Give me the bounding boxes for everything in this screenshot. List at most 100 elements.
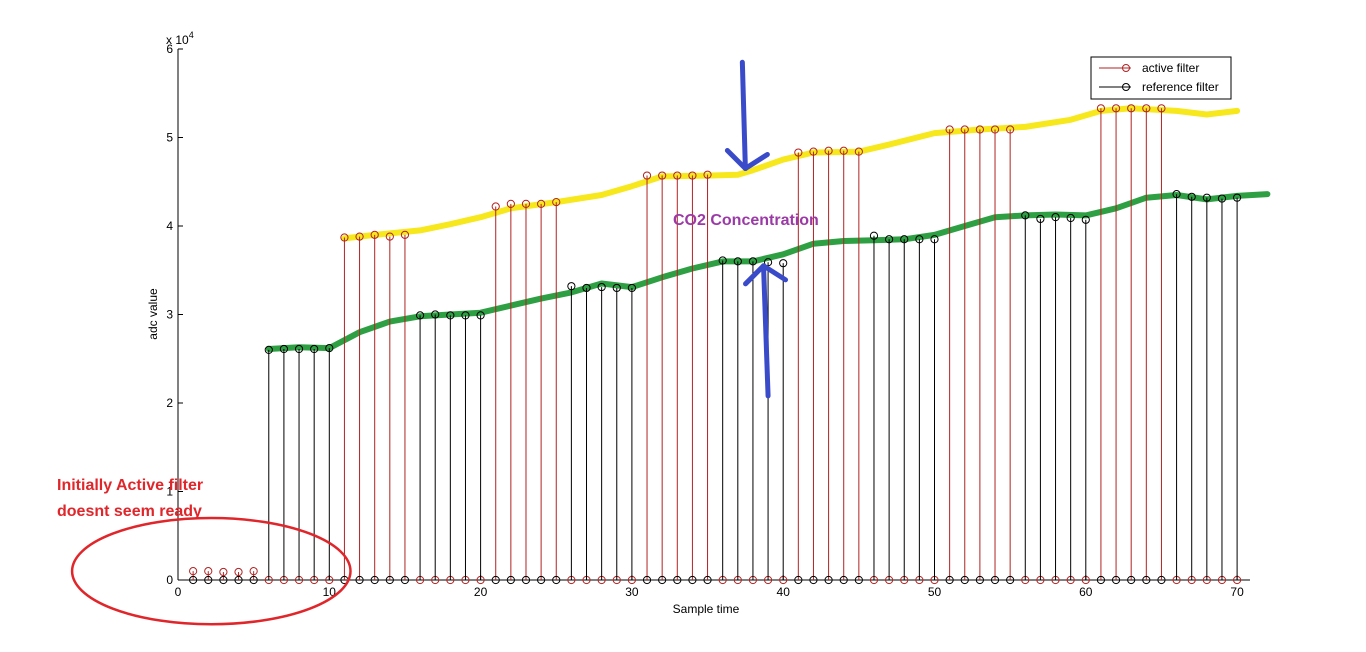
stem-marker xyxy=(945,575,954,585)
stem-marker xyxy=(975,125,984,134)
stem-marker xyxy=(703,575,712,585)
stem-marker xyxy=(748,257,758,266)
stem-marker xyxy=(400,230,410,239)
stem-marker xyxy=(627,283,637,293)
y-tick-label: 0 xyxy=(166,573,173,587)
x-tick-label: 60 xyxy=(1079,585,1093,599)
stem-marker xyxy=(612,283,621,293)
stem-marker xyxy=(824,146,833,155)
y-exponent-label: x 104 xyxy=(166,30,194,47)
stem-marker xyxy=(1142,575,1151,585)
stem-marker xyxy=(1187,192,1196,201)
stem-marker xyxy=(1036,214,1045,224)
stem-marker xyxy=(355,232,364,241)
stem-marker xyxy=(1202,193,1211,202)
stem-marker xyxy=(839,146,848,155)
stem-marker xyxy=(854,147,863,156)
legend-reference-label: reference filter xyxy=(1142,80,1219,94)
stem-marker xyxy=(990,575,1000,585)
stem-marker xyxy=(658,575,667,585)
y-axis-label: adc value xyxy=(146,288,160,340)
co2-concentration-annotation: CO2 Concentration xyxy=(673,212,819,229)
exponent-power: 4 xyxy=(189,30,194,40)
stem-marker xyxy=(1142,104,1151,113)
stem-marker xyxy=(824,575,833,585)
stem-marker xyxy=(521,575,531,585)
stem-marker xyxy=(718,256,727,265)
stem-marker xyxy=(930,235,939,244)
stem-marker xyxy=(189,567,198,576)
y-tick-label: 2 xyxy=(166,396,173,410)
stem-marker xyxy=(794,575,803,585)
stem-marker xyxy=(1006,575,1015,585)
stem-marker xyxy=(945,125,954,134)
stem-marker xyxy=(960,575,969,585)
stem-marker xyxy=(446,311,455,320)
stem-marker xyxy=(521,199,531,208)
stem-marker xyxy=(960,125,969,134)
exponent-base: x 10 xyxy=(166,33,189,47)
legend: active filter reference filter xyxy=(1090,56,1232,100)
legend-box xyxy=(1090,56,1232,100)
stem-marker xyxy=(219,567,228,577)
active-filter-note-line-2: doesnt seem ready xyxy=(57,503,202,520)
stem-marker xyxy=(779,259,788,268)
stem-marker xyxy=(703,170,712,179)
stem-marker xyxy=(900,235,909,244)
stem-marker xyxy=(552,198,561,207)
highlight-line-0 xyxy=(341,105,1241,242)
stem-marker xyxy=(234,567,243,577)
stem-marker xyxy=(219,575,228,585)
stem-marker xyxy=(990,125,1000,134)
stem-marker xyxy=(204,567,213,576)
y-tick-label: 1 xyxy=(166,485,173,499)
stem-marker xyxy=(658,171,667,180)
stem-marker xyxy=(915,235,924,244)
legend-active-marker xyxy=(1122,64,1130,72)
stem-marker xyxy=(688,575,697,585)
stem-marker xyxy=(582,283,591,293)
stem-marker xyxy=(340,233,349,242)
active-filter-note-line-1: Initially Active filter xyxy=(57,477,203,494)
stem-marker xyxy=(279,344,289,354)
stem-marker xyxy=(370,575,379,585)
stem-marker xyxy=(249,567,258,576)
stem-marker xyxy=(839,575,848,585)
stem-marker xyxy=(461,311,470,320)
stem-marker xyxy=(431,310,440,319)
stem-marker xyxy=(1157,104,1166,113)
stem-marker xyxy=(1021,211,1030,220)
stem-marker xyxy=(975,575,984,585)
x-tick-label: 0 xyxy=(175,585,182,599)
stem-marker xyxy=(809,147,818,156)
legend-active-label: active filter xyxy=(1142,61,1199,75)
stem-marker xyxy=(854,575,863,585)
stem-marker xyxy=(597,282,606,292)
stem-marker xyxy=(370,230,379,239)
y-tick-label: 4 xyxy=(166,219,173,233)
y-tick-label: 5 xyxy=(166,131,173,145)
stem-marker xyxy=(642,171,652,180)
legend-reference-marker xyxy=(1122,83,1130,91)
stem-marker xyxy=(809,575,818,585)
highlight-ellipse xyxy=(70,516,352,626)
stem-marker xyxy=(552,575,561,585)
arrow-head-1 xyxy=(743,263,789,287)
stem-marker xyxy=(1066,213,1075,223)
stem-marker xyxy=(1127,104,1136,113)
stem-marker xyxy=(1172,190,1181,199)
stem-marker xyxy=(415,311,425,320)
stem-marker xyxy=(310,344,319,354)
stem-marker xyxy=(325,344,334,353)
stem-marker xyxy=(688,171,697,180)
stem-marker xyxy=(294,344,304,354)
x-tick-label: 40 xyxy=(777,585,791,599)
stem-marker xyxy=(249,575,258,585)
stem-marker xyxy=(506,575,515,585)
stem-marker xyxy=(385,575,394,585)
stem-marker xyxy=(1081,215,1090,224)
stems xyxy=(189,104,1242,585)
annotation-texts: CO2 Concentration Initially Active filte… xyxy=(57,212,819,520)
